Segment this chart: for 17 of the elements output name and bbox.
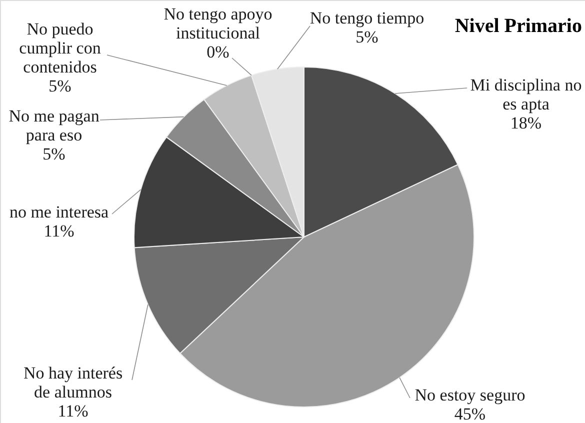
data-label: 5% bbox=[42, 144, 66, 164]
slice-label: No estoy seguro bbox=[414, 386, 526, 405]
slice-label: No puedo cumplir con contenidos bbox=[19, 20, 102, 77]
slice-label: No me pagan para eso bbox=[8, 106, 100, 145]
slice-label: no me interesa bbox=[9, 202, 110, 222]
data-label: 18% bbox=[510, 114, 542, 133]
data-label: 5% bbox=[356, 28, 378, 47]
category-label: No tengo apoyo institucional bbox=[164, 4, 272, 43]
data-label: 11% bbox=[58, 402, 88, 421]
slice-label: No hay interés de alumnos bbox=[23, 364, 123, 402]
data-label: 11% bbox=[44, 222, 74, 241]
data-label: 5% bbox=[48, 76, 72, 96]
chart-title: Nivel Primario bbox=[454, 15, 582, 37]
text: 0% bbox=[206, 42, 230, 62]
slice-label: Mi disciplina no es apta bbox=[470, 76, 582, 114]
data-label: 45% bbox=[454, 404, 486, 423]
slice-label: No tengo tiempo bbox=[310, 8, 424, 28]
